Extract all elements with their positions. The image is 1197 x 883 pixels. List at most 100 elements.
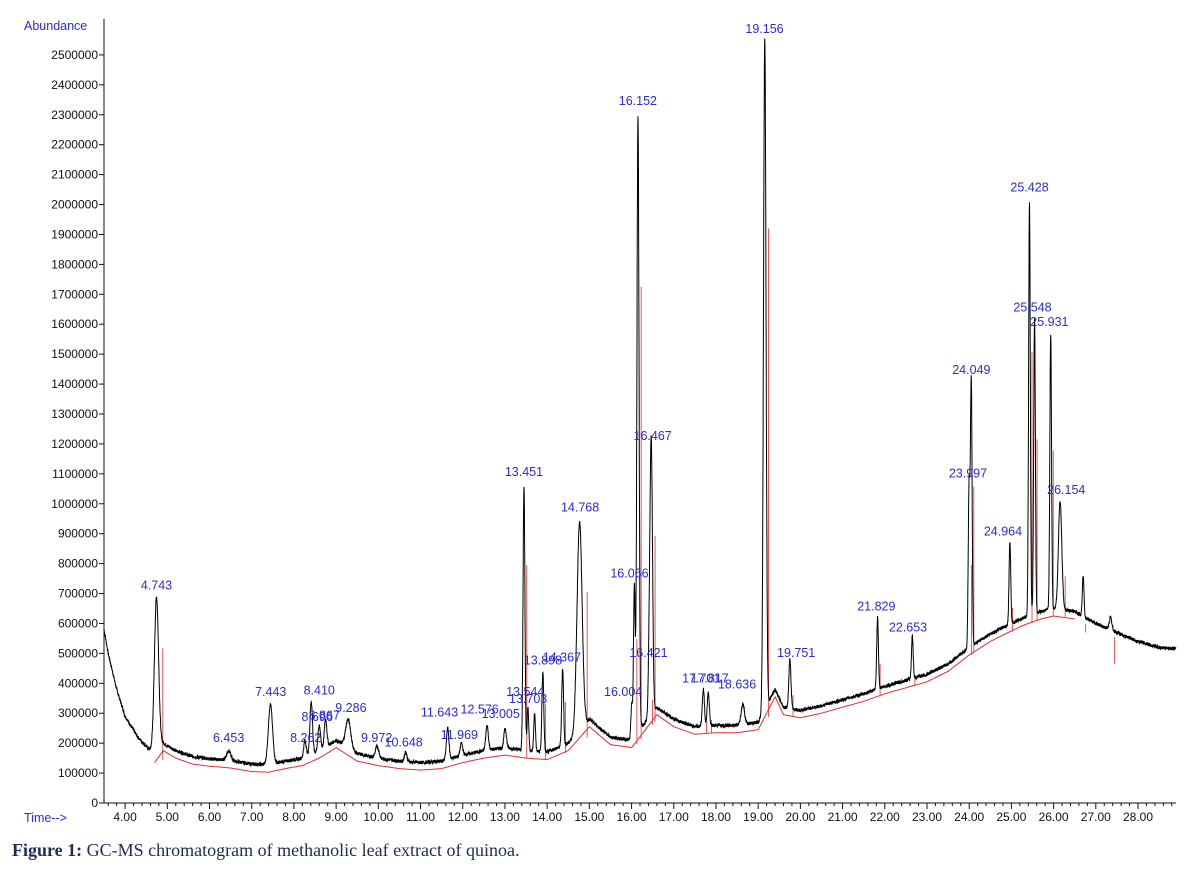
peak-label: 24.964 [984, 525, 1022, 539]
integration-baseline [154, 228, 1115, 773]
peak-label: 14.768 [561, 501, 599, 515]
y-tick-label: 1700000 [51, 287, 98, 301]
x-tick-label: 11.00 [406, 810, 435, 824]
y-tick-label: 100000 [58, 766, 98, 780]
x-tick-label: 22.00 [870, 810, 900, 824]
peak-label: 16.421 [629, 646, 667, 660]
x-tick-label: 13.00 [490, 810, 520, 824]
peak-label: 6.453 [213, 731, 244, 745]
y-tick-label: 1100000 [52, 467, 98, 481]
x-tick-label: 16.00 [617, 810, 647, 824]
peak-labels: 4.743 6.453 7.443 8.410 8.262 8.6968.8679.286… [141, 22, 1086, 750]
peak-label: 23.997 [949, 466, 987, 480]
peak-label: 8.262 [290, 731, 321, 745]
y-tick-label: 2500000 [51, 48, 98, 62]
x-tick-label: 10.00 [363, 810, 393, 824]
peak-label: 12.576 [461, 703, 499, 717]
peak-label: 21.829 [857, 599, 895, 613]
peak-label: 22.653 [889, 620, 927, 634]
y-tick-label: 1500000 [51, 347, 98, 361]
peak-label: 16.066 [610, 567, 648, 581]
x-tick-label: 28.00 [1123, 810, 1153, 824]
peak-label: 9.972 [361, 731, 392, 745]
peak-label: 7.443 [255, 685, 286, 699]
peak-label: 17.701 [682, 671, 720, 685]
x-tick-label: 25.00 [996, 810, 1026, 824]
baseline-line [154, 615, 1075, 773]
x-tick-label: 23.00 [912, 810, 942, 824]
peak-label: 25.931 [1030, 315, 1068, 329]
peak-label: 25.428 [1010, 181, 1048, 195]
y-axis-title: Abundance [24, 19, 87, 33]
peak-label: 10.648 [385, 736, 423, 750]
x-tick-label: 18.00 [701, 810, 731, 824]
y-tick-label: 600000 [58, 616, 98, 630]
x-tick-label: 15.00 [574, 810, 604, 824]
y-tick-label: 2200000 [51, 138, 98, 152]
y-tick-label: 900000 [58, 527, 98, 541]
x-tick-label: 19.00 [743, 810, 773, 824]
y-tick-label: 800000 [58, 557, 98, 571]
peak-label: 16.467 [634, 429, 672, 443]
chromatogram-trace [103, 38, 1177, 768]
peak-label: 13.451 [505, 465, 543, 479]
peak-label: 9.286 [335, 701, 366, 715]
peak-label: 16.152 [619, 94, 657, 108]
y-tick-label: 2300000 [51, 108, 98, 122]
peak-label: 8.696 [301, 710, 332, 724]
y-tick-label: 1400000 [51, 377, 98, 391]
peak-label: 8.867 [309, 709, 340, 723]
peak-label: 16.004 [604, 685, 642, 699]
peak-label: 8.410 [304, 683, 335, 697]
peak-label: 13.544 [506, 685, 544, 699]
x-tick-label: 12.00 [448, 810, 478, 824]
y-tick-label: 2000000 [51, 198, 98, 212]
y-tick-label: 1000000 [51, 497, 98, 511]
x-tick-label: 7.00 [240, 810, 264, 824]
x-tick-label: 17.00 [659, 810, 689, 824]
x-tick-label: 9.00 [324, 810, 348, 824]
y-tick-label: 0 [91, 796, 98, 810]
x-tick-label: 27.00 [1081, 810, 1111, 824]
figure-caption-text: GC-MS chromatogram of methanolic leaf ex… [82, 840, 520, 860]
y-tick-label: 1800000 [51, 257, 98, 271]
y-tick-label: 1300000 [51, 407, 98, 421]
peak-label: 13.005 [482, 707, 520, 721]
x-tick-label: 6.00 [198, 810, 222, 824]
figure-caption: Figure 1: GC-MS chromatogram of methanol… [12, 840, 1182, 861]
peak-label: 19.751 [777, 646, 815, 660]
y-tick-label: 1600000 [51, 317, 98, 331]
x-tick-label: 21.00 [828, 810, 858, 824]
x-tick-label: 14.00 [532, 810, 562, 824]
peak-label: 14.367 [543, 650, 581, 664]
peak-label: 24.049 [952, 363, 990, 377]
peak-label: 11.643 [421, 706, 458, 720]
x-tick-label: 24.00 [954, 810, 984, 824]
y-tick-label: 500000 [58, 646, 98, 660]
x-tick-label: 4.00 [113, 810, 137, 824]
x-tick-label: 5.00 [156, 810, 180, 824]
peak-label: 19.156 [745, 22, 783, 36]
chromatogram-line [103, 38, 1177, 768]
x-tick-label: 8.00 [282, 810, 306, 824]
peak-label: 26.154 [1047, 483, 1085, 497]
peak-label: 4.743 [141, 579, 172, 593]
peak-label: 17.817 [691, 671, 729, 685]
figure-caption-label: Figure 1: [12, 840, 83, 860]
y-tick-label: 2400000 [51, 78, 98, 92]
chart-axes: 0 100000 200000 300000 400000 500000 600000 700… [51, 19, 1176, 824]
y-tick-label: 200000 [58, 736, 98, 750]
peak-label: 25.548 [1013, 300, 1051, 314]
peak-label: 11.969 [441, 728, 478, 742]
y-tick-label: 300000 [58, 706, 98, 720]
y-tick-label: 1900000 [51, 227, 98, 241]
peak-label: 18.636 [718, 677, 756, 691]
x-tick-label: 26.00 [1039, 810, 1069, 824]
x-tick-label: 20.00 [785, 810, 815, 824]
y-tick-label: 400000 [58, 676, 98, 690]
y-tick-label: 700000 [58, 587, 98, 601]
y-tick-label: 2100000 [51, 168, 98, 182]
peak-label: 13.898 [524, 653, 562, 667]
peak-label: 13.703 [509, 692, 547, 706]
